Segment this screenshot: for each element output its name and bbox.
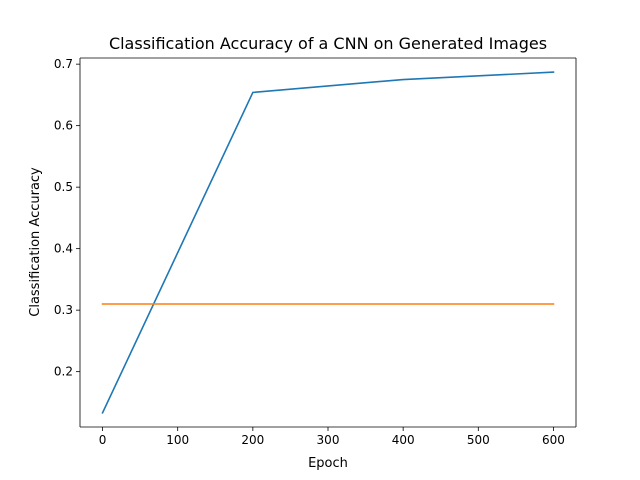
x-tick-label: 200 <box>241 433 264 447</box>
plot-area <box>80 58 576 427</box>
x-tick-label: 300 <box>317 433 340 447</box>
series-line-accuracy <box>101 71 555 414</box>
y-tick-label: 0.3 <box>54 303 73 317</box>
x-axis-label: Epoch <box>308 456 348 471</box>
x-tick-label: 100 <box>166 433 189 447</box>
y-tick-label: 0.2 <box>54 365 73 379</box>
x-axis-ticks: 0 100 200 300 400 500 600 <box>99 427 565 447</box>
series-layer <box>101 71 555 414</box>
y-axis-ticks: 0.2 0.3 0.4 0.5 0.6 0.7 <box>54 57 80 379</box>
x-tick-label: 600 <box>542 433 565 447</box>
y-tick-label: 0.7 <box>54 57 73 71</box>
y-tick-label: 0.6 <box>54 119 73 133</box>
x-tick-label: 400 <box>392 433 415 447</box>
y-tick-label: 0.5 <box>54 180 73 194</box>
y-axis-label: Classification Accuracy <box>28 167 43 317</box>
x-tick-label: 0 <box>99 433 107 447</box>
chart-title: Classification Accuracy of a CNN on Gene… <box>109 34 547 53</box>
y-tick-label: 0.4 <box>54 242 73 256</box>
x-tick-label: 500 <box>467 433 490 447</box>
